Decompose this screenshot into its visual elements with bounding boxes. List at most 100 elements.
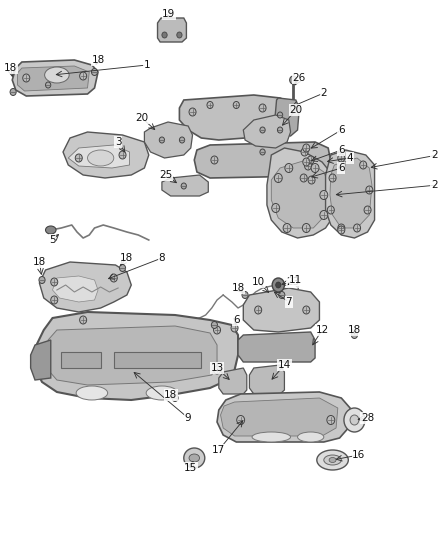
Ellipse shape — [344, 408, 365, 432]
Polygon shape — [158, 18, 187, 42]
Text: 18: 18 — [164, 390, 177, 400]
Ellipse shape — [177, 32, 182, 38]
Text: 18: 18 — [348, 325, 361, 335]
Polygon shape — [145, 122, 193, 158]
Polygon shape — [219, 368, 247, 394]
Ellipse shape — [259, 104, 266, 112]
Ellipse shape — [23, 74, 30, 82]
Ellipse shape — [320, 211, 328, 220]
Polygon shape — [12, 60, 98, 96]
Text: 20: 20 — [289, 105, 302, 115]
Ellipse shape — [364, 206, 371, 214]
Polygon shape — [39, 262, 131, 312]
Polygon shape — [180, 95, 297, 140]
Text: 18: 18 — [120, 253, 134, 263]
Text: 5: 5 — [49, 235, 56, 245]
Ellipse shape — [329, 457, 336, 463]
Polygon shape — [221, 398, 338, 436]
Ellipse shape — [146, 386, 178, 400]
Polygon shape — [325, 150, 374, 238]
Polygon shape — [249, 365, 284, 394]
Ellipse shape — [279, 292, 285, 298]
Ellipse shape — [254, 306, 261, 314]
Polygon shape — [217, 392, 350, 442]
Ellipse shape — [119, 151, 126, 159]
Polygon shape — [238, 332, 315, 362]
Ellipse shape — [80, 316, 87, 324]
Ellipse shape — [51, 296, 58, 304]
Ellipse shape — [159, 137, 165, 143]
Text: 26: 26 — [293, 73, 306, 83]
Ellipse shape — [45, 67, 69, 83]
Ellipse shape — [290, 105, 296, 111]
Ellipse shape — [350, 415, 359, 425]
Text: 10: 10 — [251, 277, 265, 287]
Ellipse shape — [76, 386, 108, 400]
Ellipse shape — [214, 366, 221, 374]
Ellipse shape — [327, 206, 334, 214]
Ellipse shape — [324, 455, 341, 465]
Text: 3: 3 — [115, 137, 121, 147]
Ellipse shape — [302, 223, 310, 232]
Text: 19: 19 — [162, 9, 176, 19]
Ellipse shape — [303, 144, 310, 152]
Ellipse shape — [277, 127, 283, 133]
Ellipse shape — [242, 292, 248, 298]
Text: 22: 22 — [431, 150, 438, 160]
Ellipse shape — [260, 127, 265, 133]
Text: 11: 11 — [289, 275, 302, 285]
Ellipse shape — [181, 183, 187, 189]
Text: 18: 18 — [4, 63, 17, 73]
Ellipse shape — [75, 154, 82, 162]
Text: 28: 28 — [361, 413, 374, 423]
Polygon shape — [48, 326, 217, 385]
Ellipse shape — [260, 149, 265, 155]
Ellipse shape — [317, 450, 348, 470]
Ellipse shape — [252, 432, 290, 442]
Ellipse shape — [297, 432, 324, 442]
Polygon shape — [243, 115, 290, 148]
Ellipse shape — [283, 223, 291, 232]
Text: 6: 6 — [338, 145, 345, 155]
Polygon shape — [267, 148, 337, 238]
Text: 12: 12 — [315, 325, 328, 335]
Ellipse shape — [338, 224, 345, 232]
Ellipse shape — [327, 416, 335, 424]
Text: 17: 17 — [212, 445, 226, 455]
Text: 6: 6 — [338, 125, 345, 135]
Ellipse shape — [307, 156, 314, 164]
Ellipse shape — [120, 264, 126, 271]
Text: 2: 2 — [321, 88, 327, 98]
Text: 1: 1 — [144, 60, 150, 70]
Ellipse shape — [303, 306, 310, 314]
Text: 18: 18 — [92, 55, 105, 65]
Text: 14: 14 — [278, 360, 291, 370]
Text: 9: 9 — [185, 413, 191, 423]
Text: 25: 25 — [160, 170, 173, 180]
Polygon shape — [63, 132, 149, 178]
Polygon shape — [243, 288, 319, 332]
Polygon shape — [68, 145, 130, 168]
Ellipse shape — [304, 162, 311, 170]
Text: 6: 6 — [233, 315, 240, 325]
Ellipse shape — [351, 332, 357, 338]
Ellipse shape — [162, 32, 167, 38]
Ellipse shape — [212, 321, 218, 328]
Ellipse shape — [214, 326, 221, 334]
Ellipse shape — [360, 161, 367, 169]
Ellipse shape — [301, 148, 308, 156]
Ellipse shape — [39, 277, 45, 284]
Ellipse shape — [180, 137, 185, 143]
Ellipse shape — [272, 204, 279, 213]
Text: 8: 8 — [159, 253, 165, 263]
Ellipse shape — [10, 88, 16, 95]
Ellipse shape — [207, 101, 213, 109]
Ellipse shape — [231, 324, 238, 332]
Ellipse shape — [353, 224, 360, 232]
Text: 23: 23 — [286, 277, 300, 287]
Ellipse shape — [189, 108, 196, 116]
Polygon shape — [275, 98, 299, 136]
Polygon shape — [53, 276, 98, 302]
Text: 15: 15 — [184, 463, 198, 473]
Polygon shape — [271, 160, 331, 228]
